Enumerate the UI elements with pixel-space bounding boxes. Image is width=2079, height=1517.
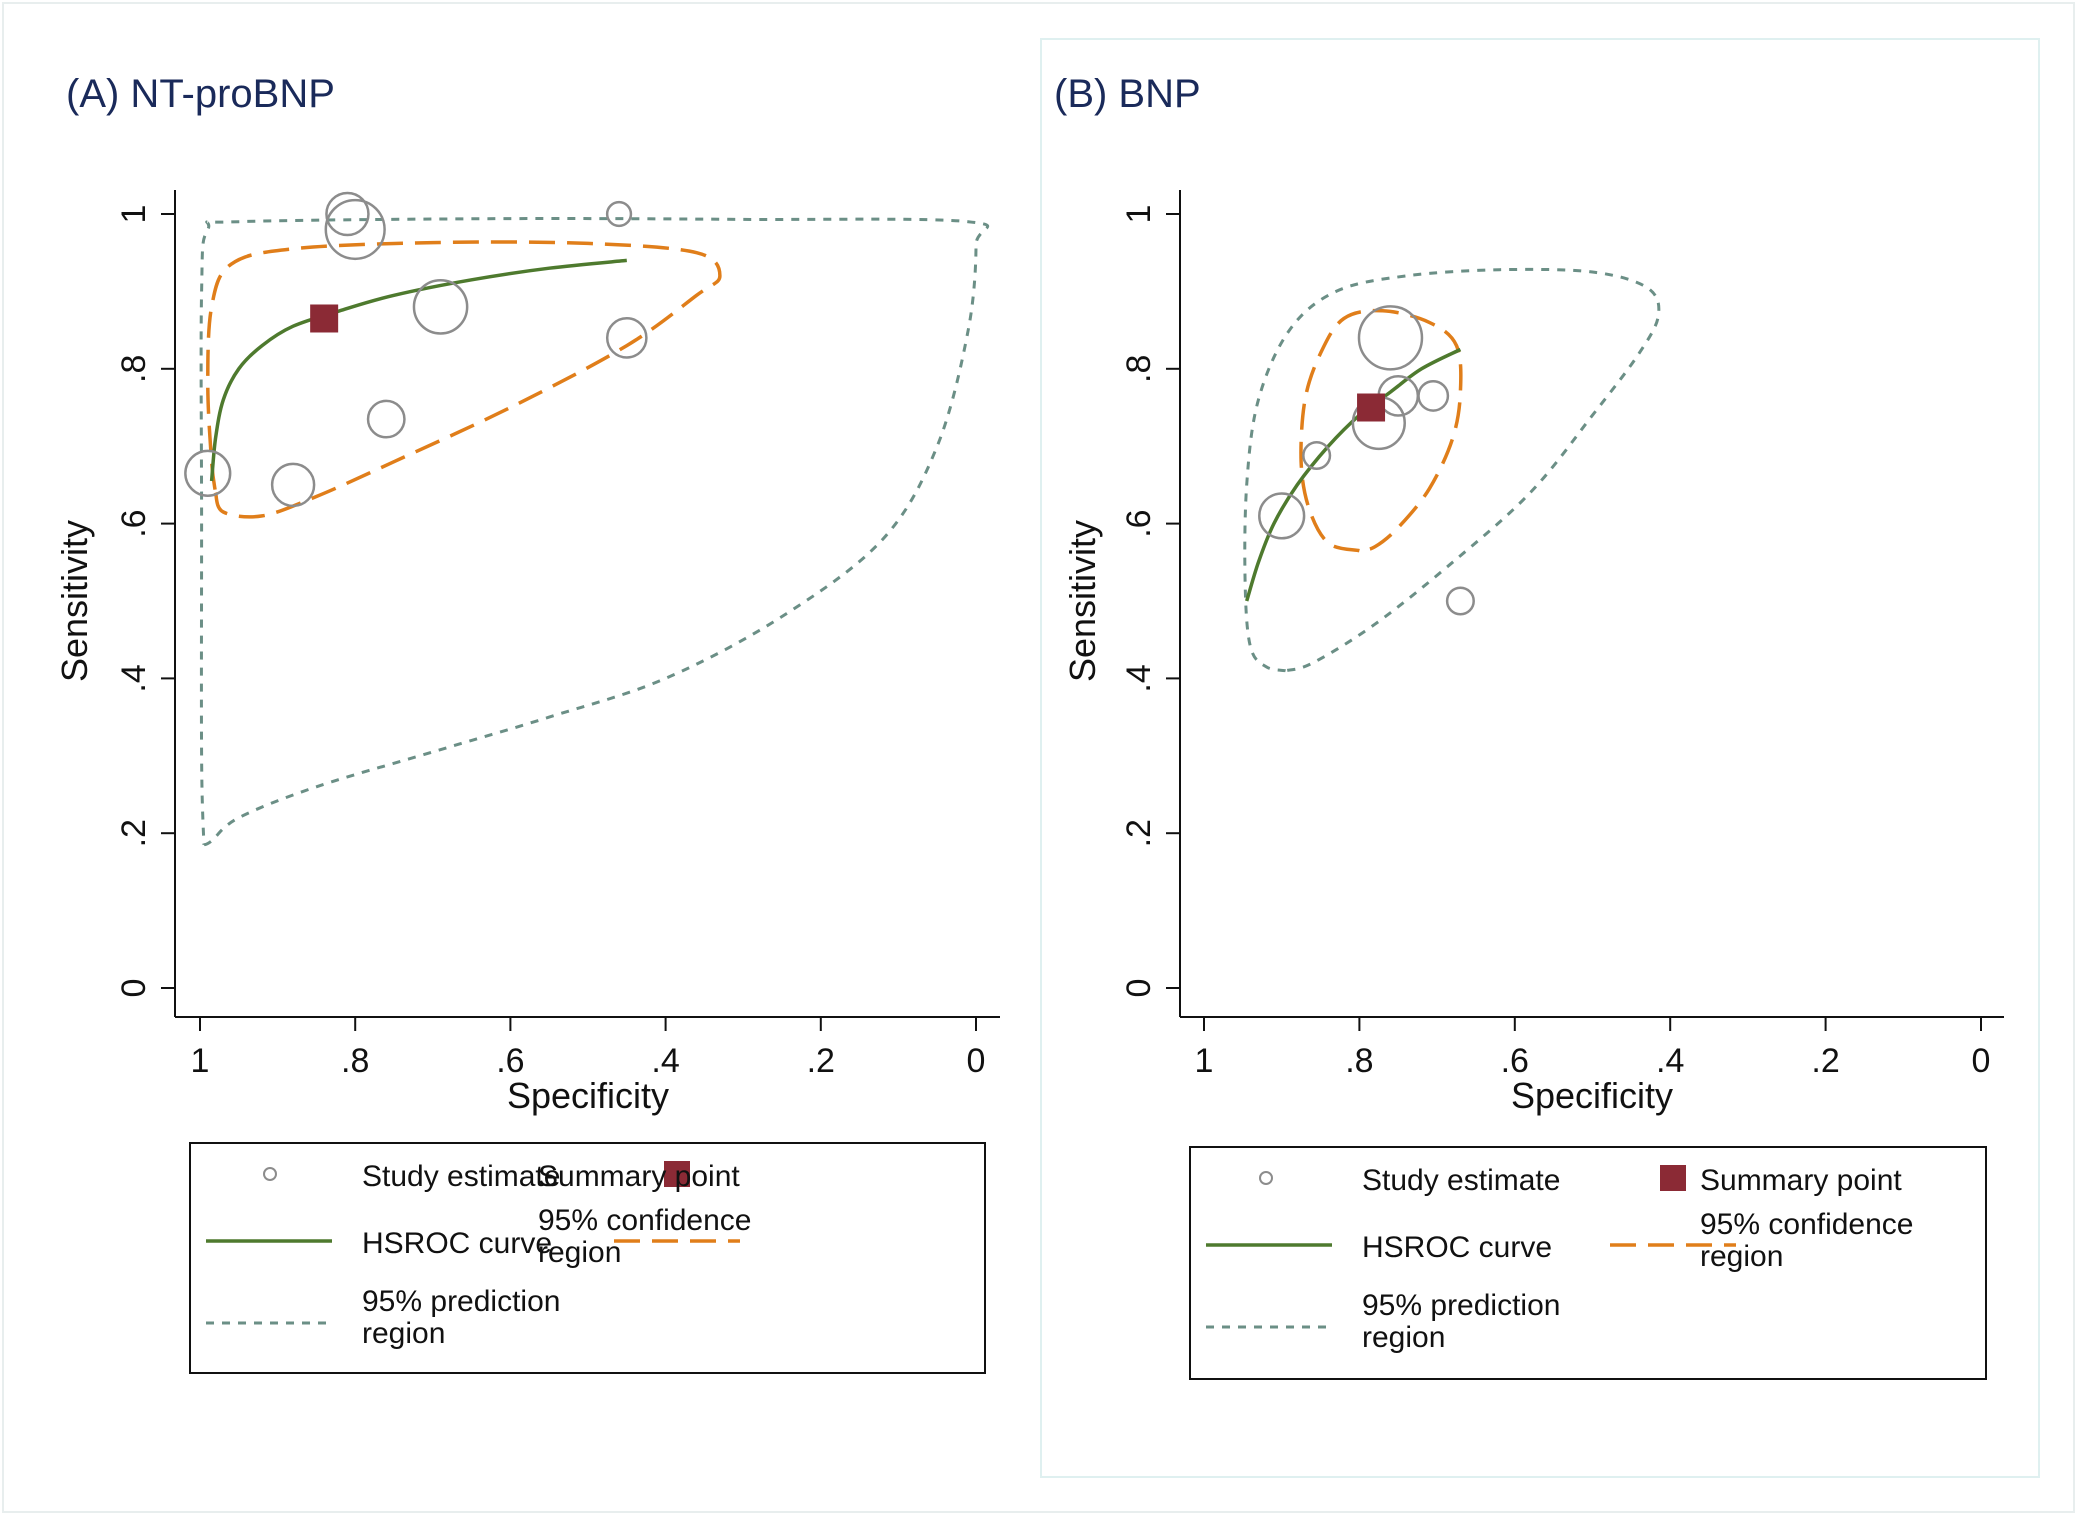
panel-a-study-estimate-point bbox=[605, 316, 648, 359]
panel-b-confidence-region bbox=[1299, 308, 1463, 553]
panel-b-prediction-region bbox=[1243, 267, 1661, 673]
panel-a-study-estimate-point bbox=[184, 449, 232, 497]
panel-a-x-axis-title: Specificity bbox=[507, 1075, 669, 1116]
panel-a-y-tick-label: .8 bbox=[115, 355, 153, 383]
panel-b-x-tick-label: .6 bbox=[1501, 1042, 1529, 1080]
panel-a-x-tick-label: .8 bbox=[341, 1042, 369, 1080]
panel-a-legend-summary-marker bbox=[664, 1161, 690, 1187]
panel-b-x-tick-label: .4 bbox=[1656, 1042, 1684, 1080]
panel-b-title: (B) BNP bbox=[1054, 72, 1201, 116]
panel-a-x-tick-label: 0 bbox=[967, 1042, 986, 1080]
panel-b-y-axis-title: Sensitivity bbox=[1062, 520, 1103, 682]
panel-a-study-estimate-point bbox=[412, 279, 469, 335]
panel-b-y-tick-label: .8 bbox=[1120, 355, 1158, 383]
panel-a-legend-box bbox=[189, 1142, 986, 1374]
panel-a-legend-confidence-label-line2: region bbox=[538, 1236, 621, 1269]
panel-a-y-tick-label: 1 bbox=[115, 205, 153, 224]
panel-a-x-tick-label: .2 bbox=[807, 1042, 835, 1080]
panel-a-legend-prediction-label-line1: 95% prediction bbox=[362, 1285, 560, 1318]
panel-a-legend-study-marker bbox=[263, 1167, 277, 1181]
panel-b-y-tick-label: .6 bbox=[1120, 509, 1158, 537]
panel-b-x-tick-label: 0 bbox=[1972, 1042, 1991, 1080]
panel-a-legend-study-label: Study estimate bbox=[362, 1160, 560, 1193]
panel-b-y-tick-label: 1 bbox=[1120, 205, 1158, 224]
panel-b-x-tick-label: 1 bbox=[1195, 1042, 1214, 1080]
panel-b-x-tick-label: .8 bbox=[1345, 1042, 1373, 1080]
panel-a-legend-hsroc-label: HSROC curve bbox=[362, 1227, 552, 1260]
panel-b-border bbox=[1040, 38, 2040, 1478]
panel-a-study-estimate-point bbox=[270, 462, 316, 508]
panel-a-study-estimate-point bbox=[324, 198, 386, 261]
panel-a-y-axis-title: Sensitivity bbox=[54, 520, 95, 682]
panel-a-legend-confidence-label-line1: 95% confidence bbox=[538, 1204, 752, 1237]
panel-b-study-estimate-point bbox=[1417, 379, 1450, 412]
panel-a-y-tick-label: .6 bbox=[115, 509, 153, 537]
panel-a-summary-point bbox=[310, 304, 339, 333]
panel-b-study-estimate-point bbox=[1445, 586, 1475, 616]
panel-a-hsroc-curve bbox=[209, 258, 627, 482]
panel-b-x-tick-label: .2 bbox=[1811, 1042, 1839, 1080]
panel-b-legend-prediction-label-line2: region bbox=[1362, 1321, 1445, 1354]
panel-b-legend-prediction-label-line1: 95% prediction bbox=[1362, 1289, 1560, 1322]
panel-a-legend-prediction-label-line2: region bbox=[362, 1317, 445, 1350]
panel-a-x-tick-label: .4 bbox=[651, 1042, 679, 1080]
panel-b-study-estimate-point bbox=[1302, 440, 1332, 471]
panel-b-y-tick-label: .2 bbox=[1120, 819, 1158, 847]
panel-b-hsroc-curve bbox=[1245, 347, 1462, 602]
panel-a-y-tick-label: .4 bbox=[115, 664, 153, 692]
panel-b-study-estimate-point bbox=[1258, 492, 1306, 540]
panel-a-y-tick-label: .2 bbox=[115, 819, 153, 847]
panel-a-x-tick-label: .6 bbox=[496, 1042, 524, 1080]
panel-a-y-tick-label: 0 bbox=[115, 979, 153, 998]
panel-a-study-estimate-point bbox=[325, 191, 370, 237]
panel-b-x-axis-title: Specificity bbox=[1511, 1075, 1673, 1116]
panel-b-legend-confidence-label-line1: 95% confidence bbox=[1700, 1208, 1914, 1241]
panel-a-title: (A) NT-proBNP bbox=[66, 72, 335, 116]
panel-a-study-estimate-point bbox=[605, 200, 633, 228]
panel-a-study-estimate-point bbox=[366, 399, 406, 439]
panel-b-legend-confidence-label-line2: region bbox=[1700, 1240, 1783, 1273]
panel-b-study-estimate-point bbox=[1357, 305, 1424, 371]
panel-b-legend-box bbox=[1189, 1146, 1987, 1380]
panel-b-legend-study-label: Study estimate bbox=[1362, 1164, 1560, 1197]
panel-b-legend-summary-label: Summary point bbox=[1700, 1164, 1902, 1197]
panel-b-y-tick-label: .4 bbox=[1120, 664, 1158, 692]
panel-a-legend-summary-label: Summary point bbox=[538, 1160, 740, 1193]
panel-a-confidence-region bbox=[206, 240, 722, 519]
panel-b-legend-study-marker bbox=[1259, 1171, 1273, 1185]
panel-a-x-tick-label: 1 bbox=[191, 1042, 210, 1080]
panel-b-legend-hsroc-label: HSROC curve bbox=[1362, 1231, 1552, 1264]
panel-b-summary-point bbox=[1357, 393, 1386, 422]
panel-b-y-tick-label: 0 bbox=[1120, 979, 1158, 998]
panel-b-legend-summary-marker bbox=[1660, 1165, 1686, 1191]
